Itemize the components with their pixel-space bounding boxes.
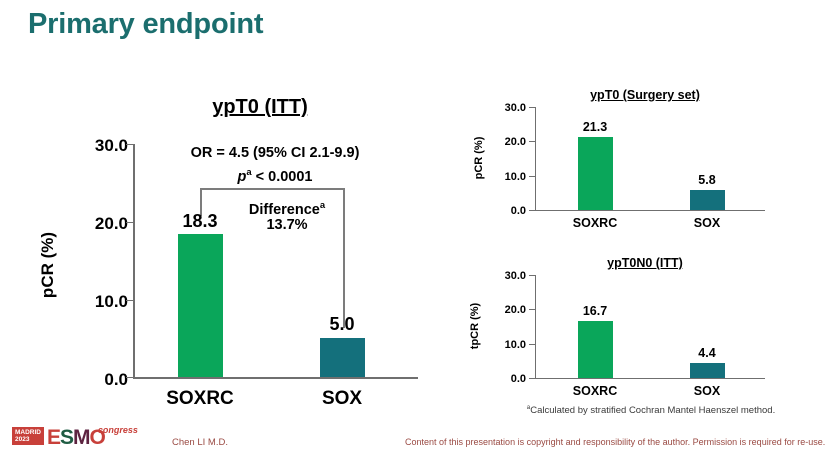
odds-ratio-annotation: OR = 4.5 (95% CI 2.1-9.9) bbox=[190, 145, 360, 161]
x-axis-line-surgery bbox=[535, 210, 765, 212]
p-value-annotation: pa < 0.0001 bbox=[150, 166, 400, 185]
bar-value-soxrc-ypt0n0: 16.7 bbox=[582, 304, 608, 318]
x-tick-label-sox-main: SOX bbox=[321, 388, 363, 409]
y-axis-tick-ypt0n0-10 bbox=[529, 343, 536, 345]
difference-bracket-right bbox=[343, 188, 345, 328]
chart-title-main: ypT0 (ITT) bbox=[212, 96, 308, 118]
y-tick-label-surgery-10: 10.0 bbox=[504, 171, 526, 183]
chart-footnote: aCalculated by stratified Cochran Mantel… bbox=[526, 404, 776, 417]
bar-value-soxrc-surgery: 21.3 bbox=[582, 120, 608, 134]
x-axis-line-ypt0n0 bbox=[535, 378, 765, 380]
y-axis-tick-20 bbox=[126, 222, 134, 223]
chart-ypt0n0-itt: ypT0N0 (ITT) tpCR (%) 30.0 20.0 10.0 0.0… bbox=[440, 160, 832, 400]
y-axis-tick-ypt0n0-0 bbox=[529, 378, 536, 379]
chart-ypt0-surgery-set: ypT0 (Surgery set) pCR (%) 30.0 20.0 10.… bbox=[440, 0, 832, 240]
y-axis-tick-0 bbox=[126, 377, 134, 378]
chart-title-surgery: ypT0 (Surgery set) bbox=[590, 88, 700, 102]
difference-label: Differencea bbox=[212, 199, 362, 218]
badge-city: MADRID bbox=[15, 429, 41, 436]
presenter-name: Chen LI M.D. bbox=[172, 437, 228, 448]
difference-label-text: Difference bbox=[248, 201, 320, 218]
bar-sox-ypt0n0 bbox=[690, 362, 725, 378]
y-axis-tick-surgery-30 bbox=[529, 107, 536, 108]
y-tick-label-surgery-20: 20.0 bbox=[504, 136, 526, 148]
bar-soxrc-ypt0n0 bbox=[578, 320, 613, 378]
y-axis-line-ypt0n0 bbox=[535, 275, 537, 379]
y-tick-label-0: 0.0 bbox=[104, 370, 128, 389]
bar-value-sox-main: 5.0 bbox=[329, 314, 355, 334]
x-tick-label-soxrc-surgery: SOXRC bbox=[572, 216, 618, 230]
congress-wordmark: congress bbox=[97, 425, 138, 435]
y-tick-label-ypt0n0-20: 20.0 bbox=[504, 304, 526, 316]
y-tick-label-30: 30.0 bbox=[94, 136, 128, 155]
bar-sox-surgery bbox=[690, 190, 725, 210]
difference-bracket-top bbox=[200, 188, 344, 190]
chart-title-ypt0n0: ypT0N0 (ITT) bbox=[607, 256, 683, 270]
esmo-congress-logo: MADRID 2023 ESMO congress bbox=[12, 425, 138, 449]
y-axis-tick-30 bbox=[126, 144, 134, 145]
madrid-2023-badge: MADRID 2023 bbox=[12, 427, 44, 445]
x-tick-label-sox-ypt0n0: SOX bbox=[693, 384, 721, 398]
badge-year: 2023 bbox=[15, 436, 30, 443]
y-tick-label-surgery-0: 0.0 bbox=[510, 205, 526, 217]
bar-value-soxrc-main: 18.3 bbox=[182, 211, 218, 231]
y-axis-tick-surgery-10 bbox=[529, 175, 536, 177]
esmo-letter-s: S bbox=[60, 426, 74, 449]
esmo-letter-o: O bbox=[89, 426, 106, 449]
bar-sox-main bbox=[320, 338, 365, 377]
y-tick-label-ypt0n0-0: 0.0 bbox=[510, 373, 526, 385]
y-tick-label-10: 10.0 bbox=[94, 292, 128, 311]
x-axis-line-main bbox=[133, 377, 418, 379]
y-tick-label-ypt0n0-10: 10.0 bbox=[504, 339, 526, 351]
y-tick-label-surgery-30: 30.0 bbox=[504, 102, 526, 114]
esmo-letter-e: E bbox=[47, 426, 61, 449]
copyright-notice: Content of this presentation is copyrigh… bbox=[405, 437, 826, 447]
chart-primary-ypt0-itt: ypT0 (ITT) pCR (%) 30.0 20.0 10.0 0.0 OR… bbox=[0, 0, 430, 420]
bar-soxrc-main bbox=[178, 234, 223, 377]
x-tick-label-soxrc-ypt0n0: SOXRC bbox=[572, 384, 618, 398]
x-tick-label-sox-surgery: SOX bbox=[693, 216, 721, 230]
bar-soxrc-surgery bbox=[578, 136, 613, 210]
y-tick-label-ypt0n0-30: 30.0 bbox=[504, 270, 526, 282]
y-axis-label-main: pCR (%) bbox=[38, 231, 57, 299]
bar-value-sox-ypt0n0: 4.4 bbox=[698, 346, 716, 360]
p-value-superscript: a bbox=[246, 166, 252, 177]
y-axis-tick-ypt0n0-20 bbox=[529, 309, 536, 311]
y-axis-tick-surgery-0 bbox=[529, 210, 536, 211]
y-axis-tick-surgery-20 bbox=[529, 141, 536, 143]
p-value-symbol: p bbox=[237, 168, 247, 185]
bar-value-sox-surgery: 5.8 bbox=[698, 173, 716, 187]
x-tick-label-soxrc-main: SOXRC bbox=[166, 388, 234, 409]
esmo-letter-m: M bbox=[73, 426, 90, 449]
y-axis-line-main bbox=[133, 144, 135, 378]
y-axis-line-surgery bbox=[535, 107, 537, 211]
esmo-wordmark: ESMO bbox=[47, 426, 106, 449]
y-axis-tick-ypt0n0-30 bbox=[529, 275, 536, 276]
p-value-text: < 0.0001 bbox=[251, 168, 313, 185]
y-tick-label-20: 20.0 bbox=[94, 214, 128, 233]
y-axis-tick-10 bbox=[126, 300, 134, 301]
difference-bracket-left bbox=[200, 188, 202, 216]
y-axis-label-ypt0n0: tpCR (%) bbox=[469, 302, 481, 350]
difference-value: 13.7% bbox=[266, 217, 308, 233]
difference-superscript: a bbox=[319, 199, 326, 210]
page-title: Primary endpoint bbox=[28, 8, 264, 40]
